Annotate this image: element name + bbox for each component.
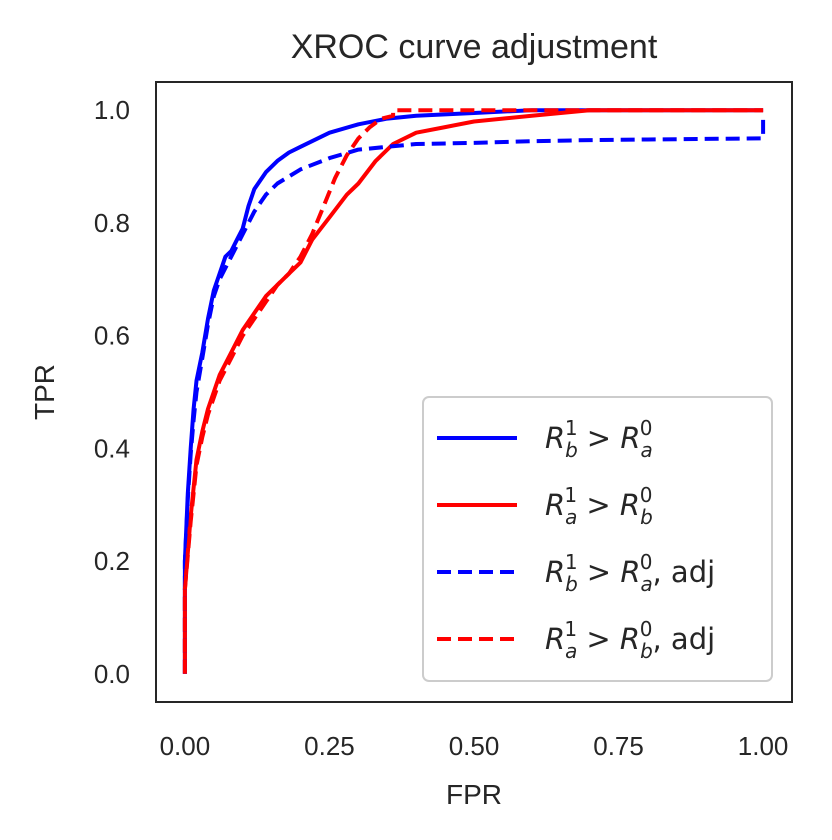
legend-label-2: Ra1 > Rb0 (545, 483, 653, 529)
x-tick-label: 0.75 (593, 731, 644, 761)
series-layer (182, 108, 766, 674)
plot-frame (155, 81, 793, 703)
x-tick-label: 1.00 (738, 731, 789, 761)
series-line-4 (182, 108, 764, 674)
y-tick-label: 0.8 (94, 208, 130, 238)
y-tick-label: 0.6 (94, 321, 130, 351)
series-line-3 (182, 115, 766, 674)
x-tick-label: 0.50 (449, 731, 500, 761)
x-axis-label: FPR (446, 779, 502, 810)
y-axis-label: TPR (29, 364, 60, 420)
legend: Rb1 > Ra0 Ra1 > Rb0 Rb1 > Ra0, adj Ra1 > Rb… (422, 396, 773, 682)
chart-title: XROC curve adjustment (291, 28, 658, 66)
legend-label-3: Rb1 > Ra0, adj (545, 550, 715, 596)
legend-label-1: Rb1 > Ra0 (545, 416, 653, 462)
x-tick-label: 0.00 (160, 731, 211, 761)
y-tick-label: 0.4 (94, 433, 130, 463)
tick-group: 0.00 0.25 0.50 0.75 1.00 0.0 0.2 0.4 0.6 0.8 1.0 (94, 95, 789, 761)
x-tick-label: 0.25 (304, 731, 355, 761)
y-tick-label: 0.0 (94, 659, 130, 689)
legend-label-4: Ra1 > Rb0, adj (545, 617, 715, 663)
y-tick-label: 1.0 (94, 95, 130, 125)
legend-frame (422, 396, 773, 682)
y-tick-label: 0.2 (94, 546, 130, 576)
